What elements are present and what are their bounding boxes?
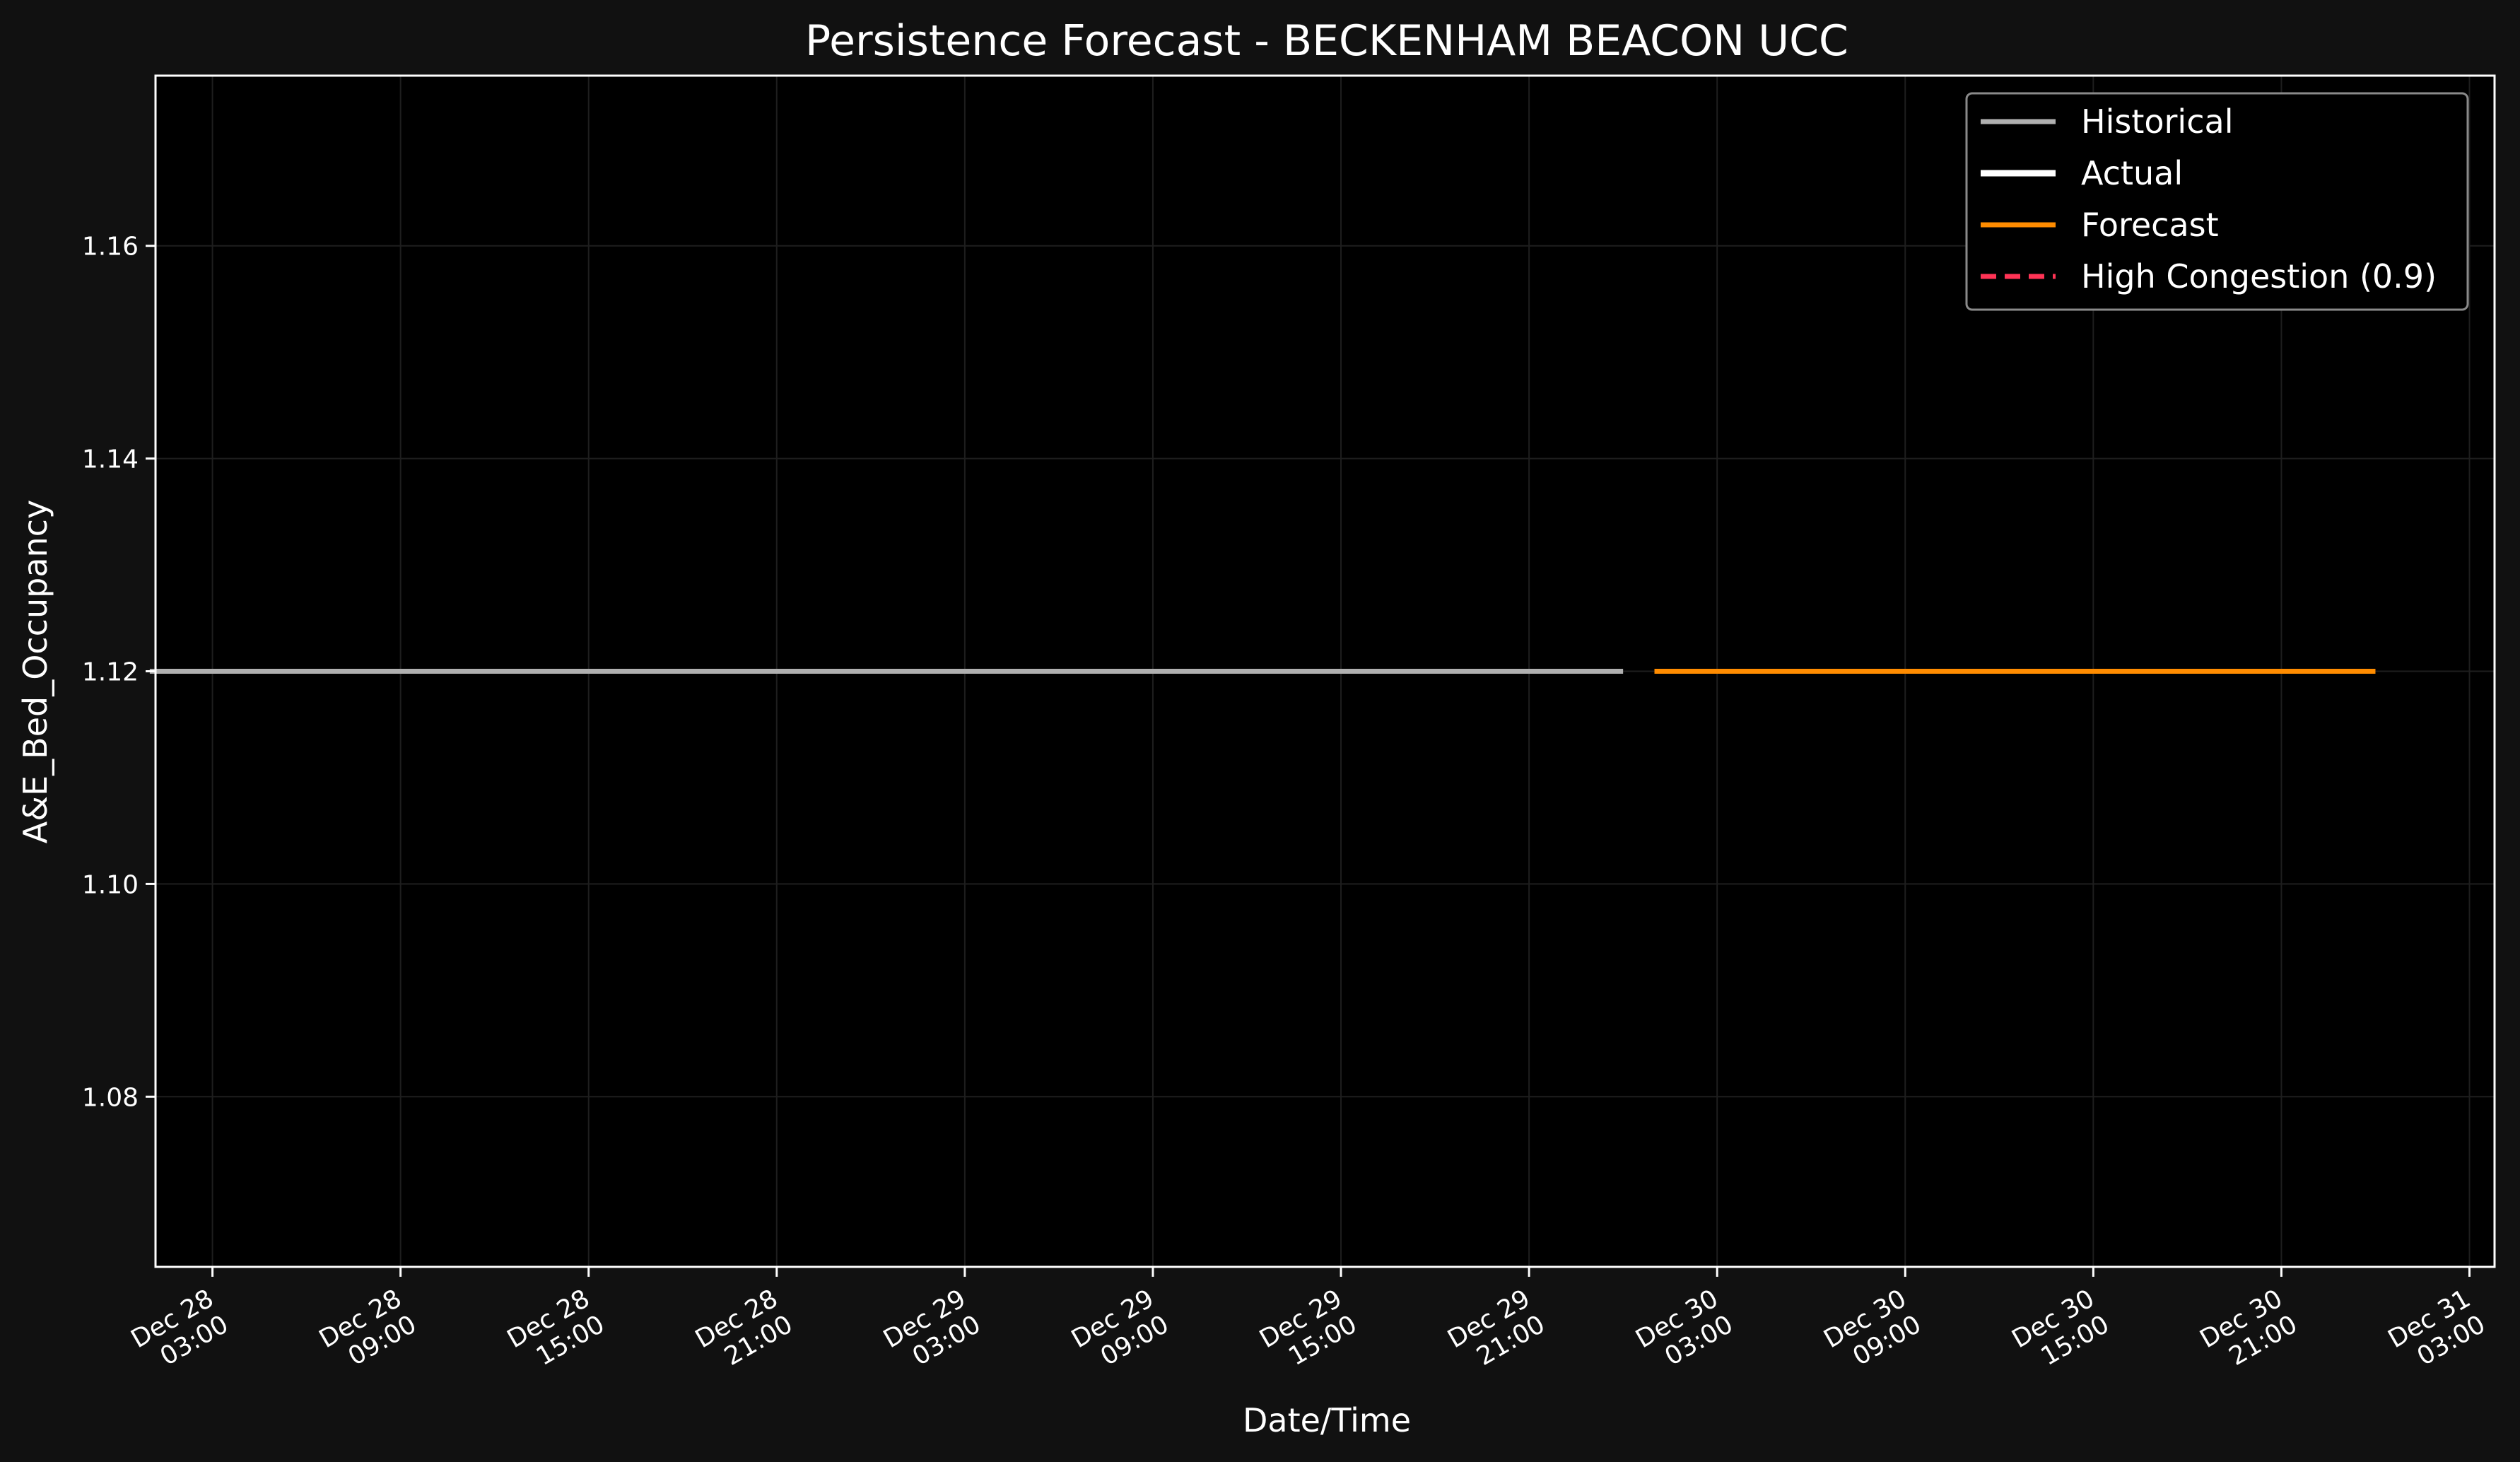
legend-label: Historical — [2081, 103, 2233, 141]
legend-box — [1965, 92, 2469, 311]
legend-label: Forecast — [2081, 206, 2219, 244]
x-axis-label: Date/Time — [1243, 1401, 1411, 1439]
chart-title: Persistence Forecast - BECKENHAM BEACON … — [805, 16, 1848, 66]
y-axis-label: A&E_Bed_Occupancy — [16, 500, 54, 843]
legend: Historical Actual Forecast High Congestion … — [1965, 92, 2469, 311]
legend-label: High Congestion (0.9) — [2081, 257, 2437, 296]
legend-label: Actual — [2081, 154, 2183, 192]
y-tick-label: 1.14 — [82, 445, 139, 474]
y-axis: 1.08 1.10 1.12 1.14 1.16 — [82, 233, 156, 1112]
y-tick-label: 1.12 — [82, 658, 139, 687]
y-tick-label: 1.16 — [82, 233, 139, 262]
y-tick-label: 1.10 — [82, 870, 139, 899]
y-tick-label: 1.08 — [82, 1083, 139, 1112]
